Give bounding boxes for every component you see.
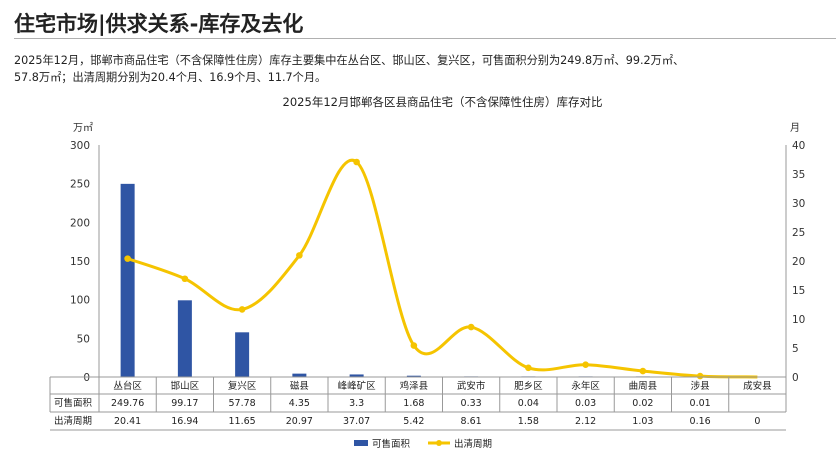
y-right-tick-label: 15: [792, 285, 805, 297]
legend-label-period: 出清周期: [454, 438, 492, 450]
y-left-tick-label: 50: [77, 333, 90, 345]
table-cell-area: 0.33: [461, 398, 482, 409]
point-clearance-period: [696, 372, 704, 380]
bar-available-area: [177, 300, 192, 377]
y-right-tick-label: 35: [792, 169, 805, 181]
x-tick-label: 复兴区: [228, 380, 257, 392]
point-clearance-period: [353, 158, 360, 166]
y-left-tick-label: 300: [70, 140, 90, 152]
table-cell-area: 4.35: [289, 398, 310, 409]
table-row-header-area: 可售面积: [54, 397, 93, 409]
x-tick-label: 丛台区: [113, 380, 142, 392]
table-cell-period: 37.07: [343, 416, 370, 427]
table-cell-period: 2.12: [575, 416, 596, 427]
legend-label-area: 可售面积: [372, 438, 411, 450]
x-tick-label: 永年区: [571, 380, 600, 392]
table-cell-period: 20.41: [114, 416, 141, 427]
title-divider: [14, 38, 836, 39]
point-clearance-period: [467, 323, 475, 331]
x-tick-label: 涉县: [691, 380, 710, 392]
x-tick-label: 鸡泽县: [400, 380, 429, 392]
point-clearance-period: [238, 306, 246, 313]
table-cell-period: 11.65: [229, 416, 256, 427]
y-right-unit: 月: [790, 122, 800, 134]
point-clearance-period: [525, 364, 532, 372]
y-right-tick-label: 5: [792, 343, 799, 355]
table-cell-period: 0.16: [690, 416, 711, 427]
table-cell-area: 0.04: [518, 398, 539, 409]
y-left-tick-label: 200: [70, 217, 90, 229]
x-tick-label: 峰峰矿区: [338, 380, 377, 392]
table-row-header-period: 出清周期: [54, 415, 92, 427]
y-right-tick-label: 10: [792, 314, 805, 326]
legend-swatch-period-marker: [436, 440, 442, 446]
table-cell-area: 0.01: [690, 398, 711, 409]
table-cell-area: 0.03: [575, 398, 596, 409]
point-clearance-period: [181, 275, 189, 283]
summary-line-2: 57.8万㎡；出清周期分别为20.4个月、16.9个月、11.7个月。: [14, 71, 327, 84]
page-title: 住宅市场|供求关系-库存及去化: [14, 12, 304, 36]
legend-swatch-area: [354, 440, 368, 446]
x-tick-label: 曲周县: [629, 381, 658, 392]
table-cell-period: 0: [754, 416, 760, 427]
y-left-tick-label: 150: [70, 256, 90, 268]
y-right-tick-label: 40: [792, 140, 805, 152]
bar-available-area: [406, 375, 421, 377]
y-right-tick-label: 30: [792, 198, 805, 210]
chart-title: 2025年12月邯郸各区县商品住宅（不含保障性住房）库存对比: [283, 95, 603, 109]
table-cell-period: 8.61: [461, 416, 482, 427]
table-cell-period: 16.94: [171, 416, 198, 427]
y-right-tick-label: 25: [792, 227, 805, 239]
x-tick-label: 邯山区: [171, 380, 200, 392]
summary-line-1: 2025年12月，邯郸市商品住宅（不含保障性住房）库存主要集中在丛台区、邯山区、…: [14, 54, 685, 67]
bar-available-area: [120, 183, 135, 377]
y-left-tick-label: 0: [83, 372, 90, 384]
table-cell-area: 3.3: [349, 398, 364, 409]
table-cell-period: 1.03: [632, 416, 653, 427]
table-cell-period: 1.58: [518, 416, 539, 427]
y-left-unit: 万㎡: [73, 122, 93, 134]
point-clearance-period: [124, 255, 131, 262]
table-cell-area: 0.02: [632, 398, 653, 409]
point-clearance-period: [296, 252, 303, 259]
table-cell-area: 99.17: [171, 398, 198, 409]
point-clearance-period: [639, 367, 647, 375]
table-cell-period: 20.97: [286, 416, 313, 427]
x-tick-label: 肥乡区: [514, 381, 543, 392]
x-tick-label: 武安市: [457, 380, 486, 392]
x-tick-label: 磁县: [290, 380, 309, 392]
x-tick-label: 成安县: [743, 380, 772, 392]
bar-available-area: [235, 332, 250, 377]
y-right-tick-label: 0: [792, 372, 799, 384]
point-clearance-period: [582, 361, 589, 369]
point-clearance-period: [410, 342, 418, 349]
table-cell-area: 249.76: [111, 398, 144, 409]
bar-available-area: [292, 373, 307, 377]
line-clearance-period: [127, 158, 758, 379]
y-left-tick-label: 100: [70, 295, 90, 307]
table-cell-area: 57.78: [229, 398, 256, 409]
table-cell-area: 1.68: [403, 398, 424, 409]
y-right-tick-label: 20: [792, 256, 805, 268]
summary-text: 2025年12月，邯郸市商品住宅（不含保障性住房）库存主要集中在丛台区、邯山区、…: [14, 52, 824, 86]
bar-available-area: [349, 374, 364, 377]
y-left-tick-label: 250: [70, 179, 90, 191]
table-cell-period: 5.42: [403, 416, 424, 427]
